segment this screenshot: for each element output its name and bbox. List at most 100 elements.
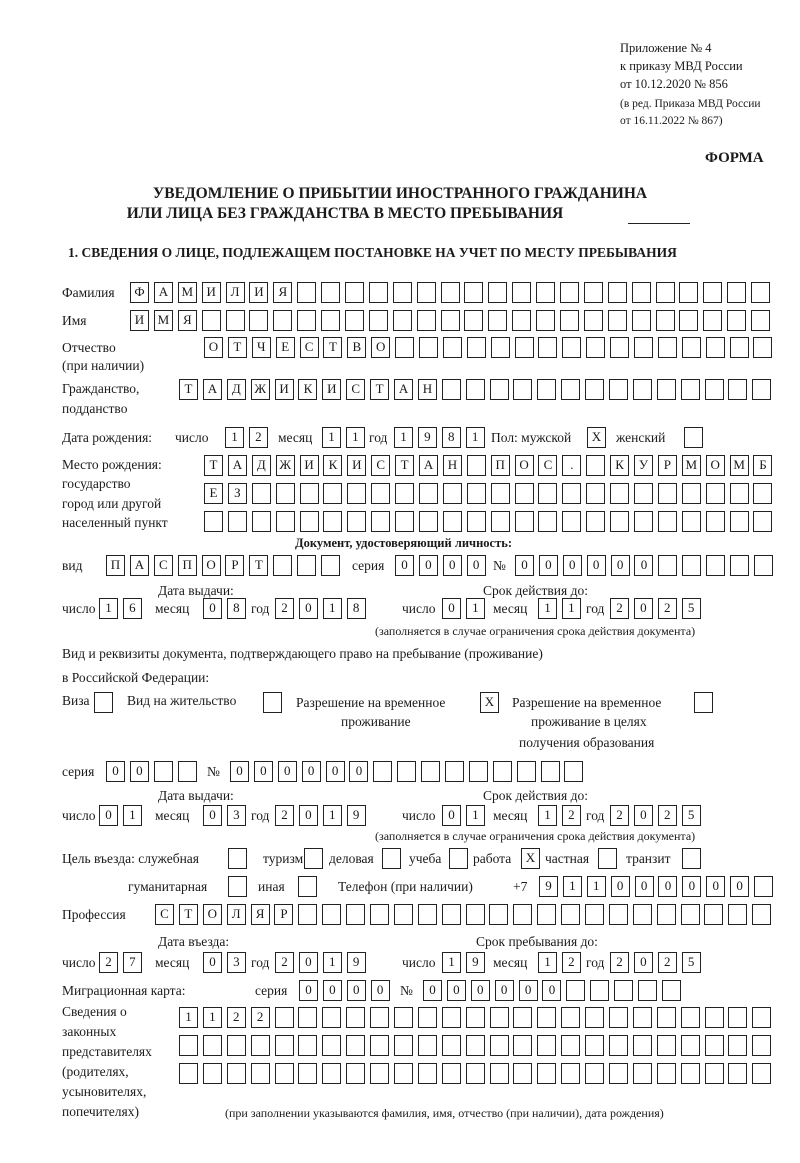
char-box[interactable] [632,1007,652,1028]
char-box[interactable] [417,1063,437,1084]
char-box[interactable] [395,483,415,504]
char-box[interactable] [250,1035,270,1056]
char-box[interactable] [489,904,509,925]
char-box[interactable]: 0 [515,555,534,576]
char-box[interactable] [537,1035,557,1056]
char-box[interactable] [679,310,699,331]
char-box[interactable]: Т [227,337,247,358]
char-box[interactable]: О [371,337,391,358]
char-box[interactable]: И [201,282,221,303]
char-box[interactable] [370,1035,390,1056]
checkbox-cell[interactable] [304,848,323,869]
char-box[interactable] [727,282,747,303]
char-box[interactable]: 2 [275,952,294,973]
char-box[interactable] [395,337,415,358]
checkbox-cell[interactable] [94,692,113,713]
char-box[interactable] [297,555,317,576]
char-box[interactable] [492,761,512,782]
char-box[interactable]: И [249,282,269,303]
char-box[interactable]: О [705,455,725,476]
char-box[interactable] [610,511,630,532]
char-box[interactable] [394,1007,414,1028]
char-box[interactable] [706,555,726,576]
char-box[interactable]: 3 [226,805,246,826]
char-box[interactable] [345,282,365,303]
char-box[interactable]: С [155,904,174,925]
char-box[interactable] [657,511,677,532]
char-box[interactable] [251,483,271,504]
char-box[interactable]: Р [657,455,677,476]
char-box[interactable] [632,1063,652,1084]
char-box[interactable]: И [322,379,342,400]
char-box[interactable] [607,310,627,331]
char-box[interactable] [514,337,534,358]
place-type-blank[interactable] [628,206,690,224]
char-box[interactable] [393,904,413,925]
char-box[interactable] [250,1063,270,1084]
char-box[interactable] [416,310,436,331]
char-box[interactable] [202,1035,222,1056]
char-box[interactable]: Т [178,904,198,925]
char-box[interactable]: 0 [346,980,366,1001]
char-box[interactable] [274,1007,294,1028]
char-box[interactable] [752,904,772,925]
char-box[interactable]: Б [753,455,773,476]
char-box[interactable]: А [202,379,222,400]
char-box[interactable] [681,511,701,532]
char-box[interactable]: 0 [423,980,442,1001]
char-box[interactable] [514,511,534,532]
char-box[interactable] [728,1035,748,1056]
char-box[interactable]: 0 [610,876,630,897]
char-box[interactable] [297,310,317,331]
char-box[interactable] [346,1063,366,1084]
char-box[interactable]: 0 [395,555,414,576]
char-box[interactable] [561,904,581,925]
char-box[interactable] [488,282,508,303]
char-box[interactable] [298,1007,318,1028]
char-box[interactable]: 1 [442,952,461,973]
char-box[interactable]: А [129,555,149,576]
char-box[interactable]: С [371,455,391,476]
char-box[interactable]: 0 [99,805,118,826]
char-box[interactable] [566,980,586,1001]
char-box[interactable] [538,511,558,532]
char-box[interactable] [704,1063,724,1084]
char-box[interactable]: К [323,455,343,476]
char-box[interactable] [490,337,510,358]
char-box[interactable] [516,761,536,782]
char-box[interactable] [560,282,580,303]
char-box[interactable]: 0 [349,761,369,782]
char-box[interactable] [322,1063,342,1084]
char-box[interactable] [564,761,584,782]
char-box[interactable]: Е [275,337,295,358]
char-box[interactable] [512,310,532,331]
char-box[interactable] [298,1063,318,1084]
char-box[interactable] [466,483,486,504]
char-box[interactable] [705,511,725,532]
char-box[interactable]: 0 [298,952,318,973]
checkbox-cell[interactable] [263,692,282,713]
char-box[interactable]: 0 [610,555,630,576]
char-box[interactable] [608,904,628,925]
char-box[interactable] [298,904,318,925]
char-box[interactable] [537,379,557,400]
char-box[interactable] [417,904,437,925]
char-box[interactable]: Ф [130,282,149,303]
char-box[interactable]: 1 [122,805,142,826]
char-box[interactable]: 7 [122,952,142,973]
checkbox-cell[interactable]: X [587,427,606,448]
char-box[interactable] [273,555,293,576]
char-box[interactable] [394,1063,414,1084]
char-box[interactable]: Я [250,904,270,925]
char-box[interactable] [583,282,603,303]
char-box[interactable]: Я [177,310,197,331]
char-box[interactable]: . [562,455,582,476]
char-box[interactable]: 0 [298,598,318,619]
char-box[interactable]: 1 [202,1007,222,1028]
char-box[interactable] [373,761,393,782]
char-box[interactable]: 0 [634,555,654,576]
checkbox-cell[interactable]: X [480,692,499,713]
char-box[interactable]: И [274,379,294,400]
char-box[interactable] [445,761,465,782]
char-box[interactable] [513,379,533,400]
